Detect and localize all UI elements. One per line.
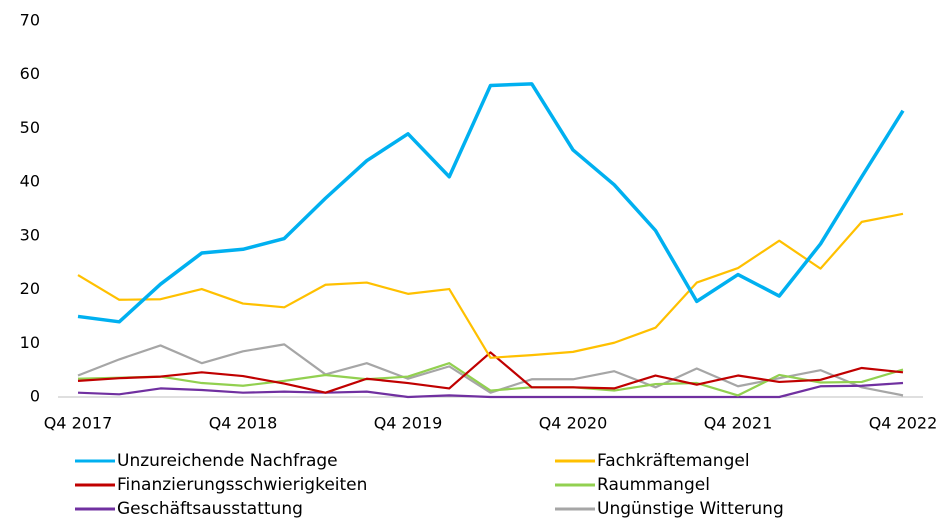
- y-tick-label: 70: [20, 11, 40, 30]
- y-tick-label: 10: [20, 333, 40, 352]
- x-tick-label: Q4 2017: [44, 414, 113, 433]
- series-line: [77, 212, 904, 359]
- y-tick-label: 40: [20, 172, 40, 191]
- x-tick-label: Q4 2020: [539, 414, 608, 433]
- legend-label: Finanzierungsschwierigkeiten: [117, 475, 367, 495]
- legend-label: Fachkräftemangel: [597, 451, 750, 471]
- x-tick-label: Q4 2018: [209, 414, 278, 433]
- x-tick-label: Q4 2021: [704, 414, 773, 433]
- series-line: [77, 381, 904, 399]
- legend-label: Ungünstige Witterung: [597, 499, 784, 519]
- y-tick-label: 20: [20, 279, 40, 298]
- legend-label: Unzureichende Nachfrage: [117, 451, 338, 471]
- y-tick-label: 50: [20, 118, 40, 137]
- series-line: [77, 362, 904, 397]
- series-line: [77, 82, 905, 324]
- legend-label: Geschäftsausstattung: [117, 499, 303, 519]
- y-tick-label: 60: [20, 64, 40, 83]
- y-tick-label: 0: [30, 387, 40, 406]
- series-line: [77, 351, 904, 394]
- y-tick-label: 30: [20, 225, 40, 244]
- x-tick-label: Q4 2022: [869, 414, 938, 433]
- x-tick-label: Q4 2019: [374, 414, 443, 433]
- legend-label: Raummangel: [597, 475, 710, 495]
